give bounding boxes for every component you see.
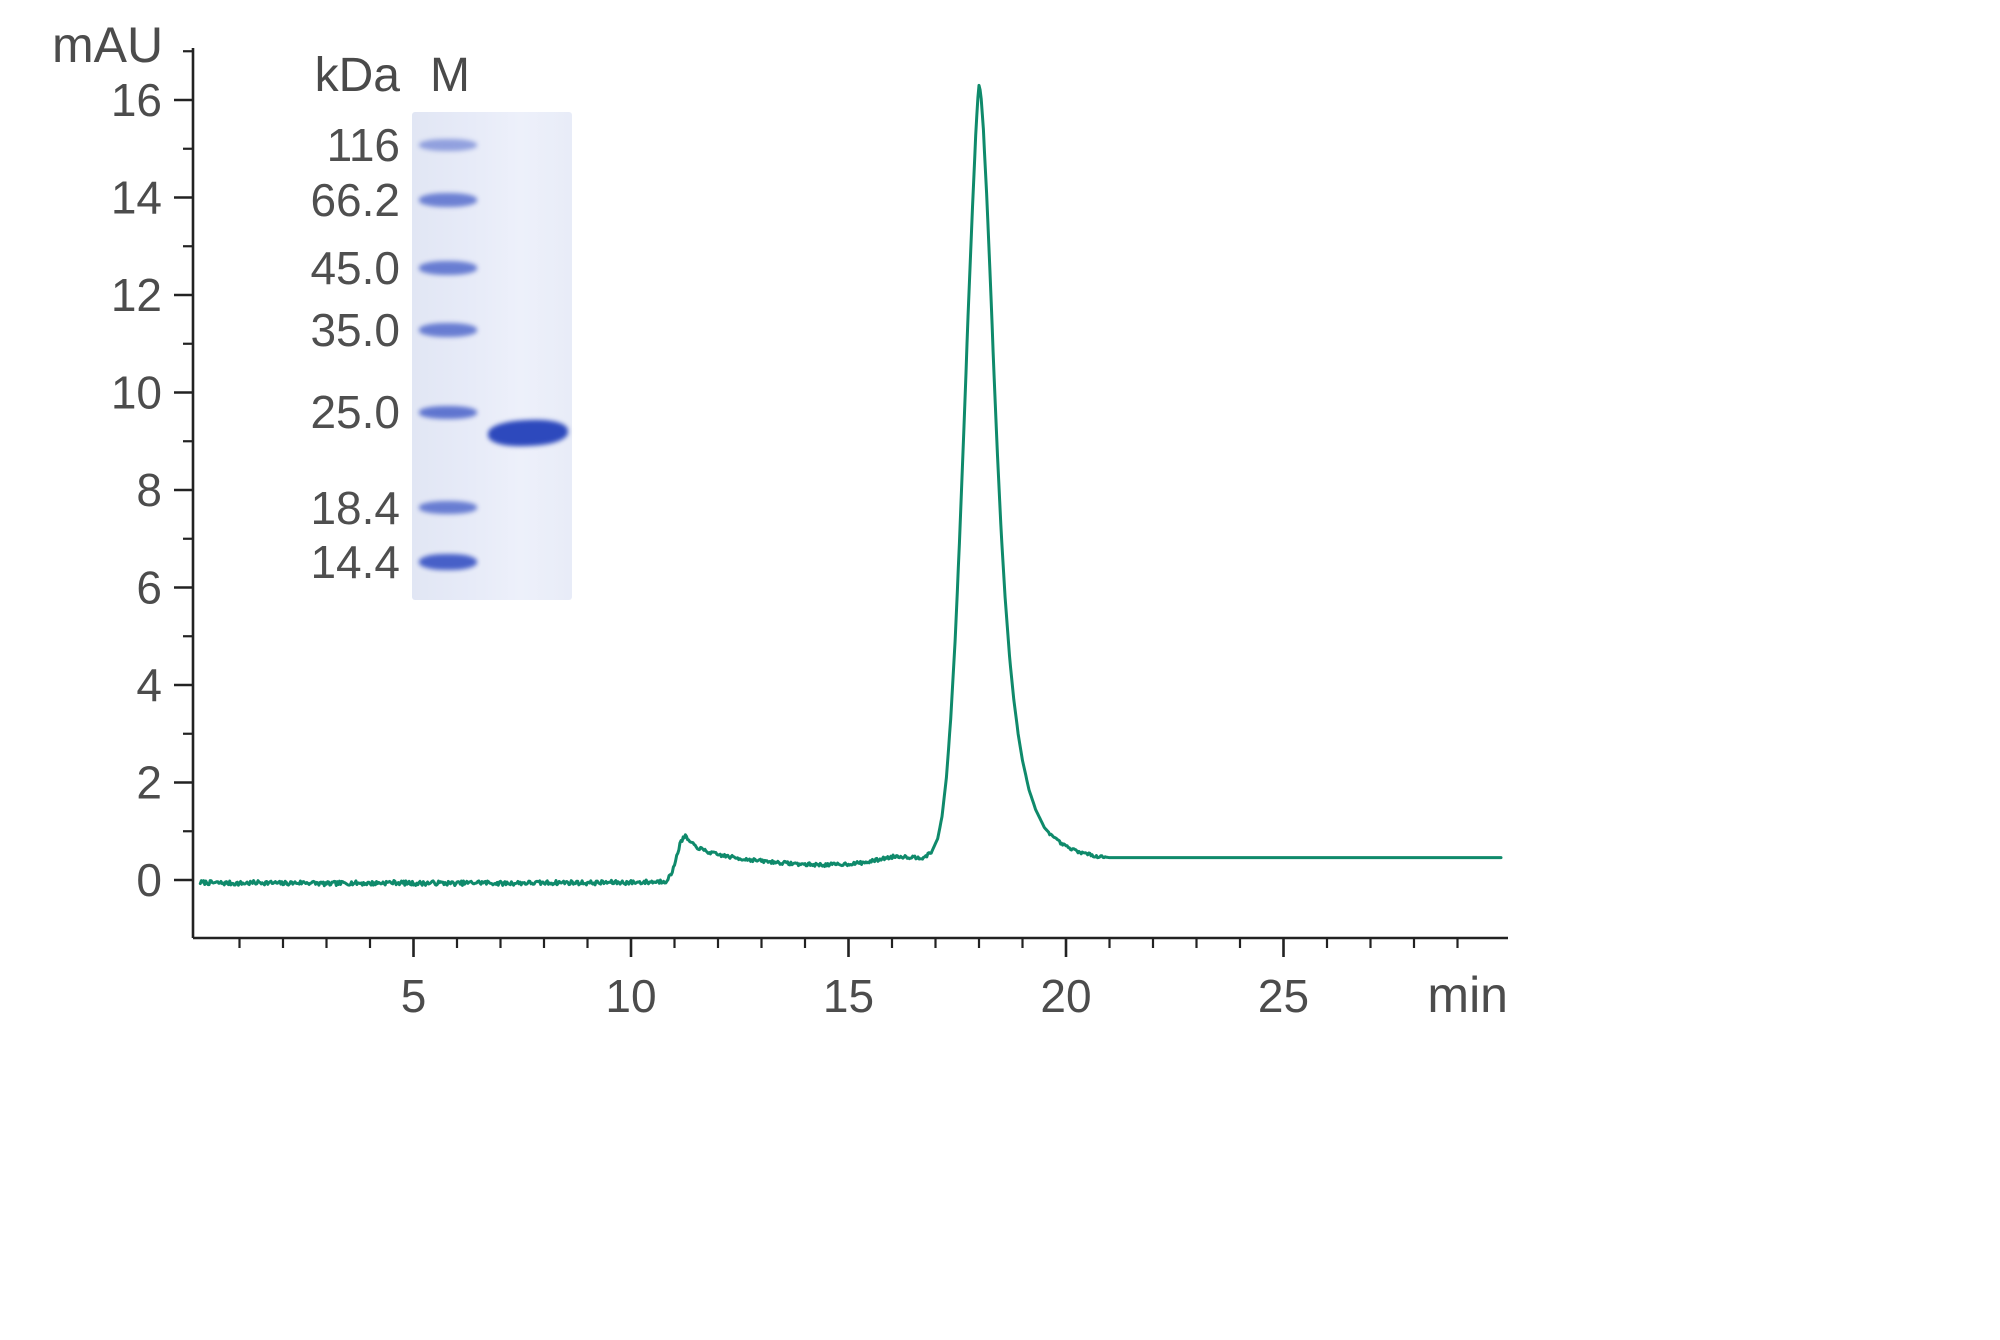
x-tick-label: 10	[605, 970, 656, 1022]
gel-marker-label: 18.4	[310, 481, 400, 534]
x-tick-label: 25	[1258, 970, 1309, 1022]
gel-marker-band-45.0kda	[419, 261, 477, 276]
y-tick-label: 6	[136, 562, 162, 614]
y-tick-label: 8	[136, 464, 162, 516]
gel-marker-label: 35.0	[310, 304, 400, 357]
y-tick-label: 4	[136, 659, 162, 711]
x-tick-label: 5	[401, 970, 427, 1022]
x-tick-label: 20	[1040, 970, 1091, 1022]
y-tick-label: 2	[136, 757, 162, 809]
x-tick-label: 15	[823, 970, 874, 1022]
y-tick-label: 10	[111, 367, 162, 419]
gel-image	[412, 112, 572, 600]
gel-marker-lane-label: M	[430, 49, 470, 102]
gel-marker-band-66.2kda	[419, 192, 477, 207]
x-axis-unit-label: min	[1427, 967, 1508, 1023]
y-axis-unit-label: mAU	[52, 17, 163, 73]
gel-marker-label: 45.0	[310, 242, 400, 295]
gel-marker-label: 66.2	[310, 173, 400, 226]
gel-marker-label: 25.0	[310, 386, 400, 439]
gel-sample-band	[487, 418, 569, 448]
gel-marker-label: 116	[326, 119, 400, 172]
y-tick-label: 0	[136, 854, 162, 906]
gel-marker-band-18.4kda	[419, 501, 477, 515]
chromatogram-trace	[198, 83, 1503, 888]
gel-marker-band-116kda	[419, 139, 477, 152]
y-tick-label: 12	[111, 269, 162, 321]
gel-kda-header: kDa	[314, 49, 400, 102]
y-tick-label: 14	[111, 172, 162, 224]
y-tick-label: 16	[111, 74, 162, 126]
gel-marker-band-35.0kda	[419, 323, 477, 338]
gel-marker-label: 14.4	[310, 535, 400, 588]
gel-marker-band-14.4kda	[419, 553, 477, 570]
gel-marker-band-25.0kda	[419, 405, 477, 419]
